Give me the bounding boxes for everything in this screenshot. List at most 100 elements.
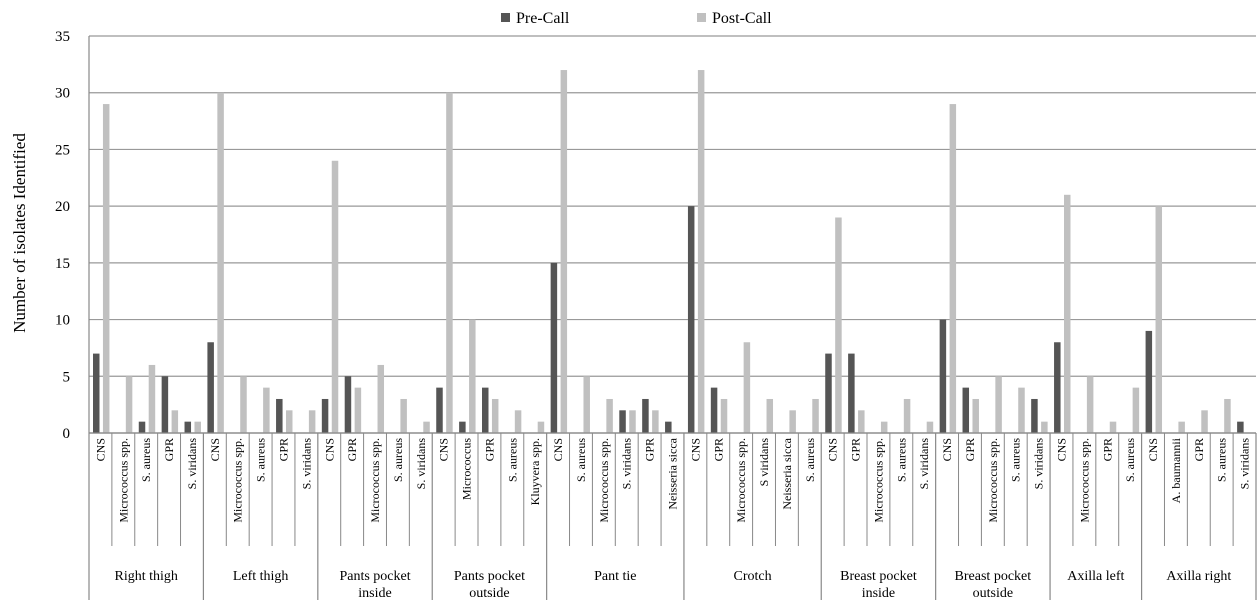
x-tick-label: Micrococcus spp. bbox=[986, 438, 1000, 523]
x-tick-label: S. viridans bbox=[917, 438, 931, 490]
bar-pre-call bbox=[962, 387, 970, 433]
x-tick-label: CNS bbox=[208, 438, 222, 461]
y-tick-label: 0 bbox=[63, 426, 71, 442]
bar-post-call bbox=[560, 70, 568, 434]
bar-pre-call bbox=[619, 410, 626, 433]
x-tick-label: CNS bbox=[93, 438, 107, 461]
group-label: Pants pocket bbox=[339, 569, 410, 584]
axes bbox=[88, 36, 1257, 600]
x-tick-label: S. aureus bbox=[1215, 438, 1229, 482]
x-tick-label: S. viridans bbox=[185, 438, 199, 490]
y-tick-label: 10 bbox=[55, 313, 70, 329]
bar-post-call bbox=[629, 410, 636, 433]
bar-post-call bbox=[903, 398, 911, 433]
bar-pre-call bbox=[687, 206, 695, 433]
bar-post-call bbox=[720, 398, 728, 433]
x-tick-label: Kluyvera spp. bbox=[528, 438, 542, 505]
x-tick-label: GPR bbox=[482, 438, 496, 461]
group-label: Crotch bbox=[734, 569, 772, 584]
bar-post-call bbox=[835, 217, 842, 433]
x-tick-label: CNS bbox=[1146, 438, 1160, 461]
x-tick-label: S. aureus bbox=[803, 438, 817, 482]
x-tick-label: GPR bbox=[643, 438, 657, 461]
group-label: Pants pocket bbox=[454, 569, 525, 584]
bar-pre-call bbox=[161, 376, 169, 433]
x-tick-label: Micrococcus spp. bbox=[1077, 438, 1091, 523]
bar-pre-call bbox=[1031, 398, 1038, 433]
bar-post-call bbox=[514, 410, 522, 433]
x-tick-label: Micrococcus spp. bbox=[871, 438, 885, 523]
bar-post-call bbox=[1109, 421, 1117, 433]
bar-pre-call bbox=[207, 342, 214, 433]
bar-post-call bbox=[743, 342, 751, 433]
legend: Pre-Call Post-Call bbox=[501, 10, 772, 27]
x-tick-label: Micrococcus spp. bbox=[368, 438, 382, 523]
y-tick-label: 35 bbox=[55, 29, 70, 45]
y-axis-ticks: 0 5 10 15 20 25 30 35 bbox=[55, 29, 70, 442]
bar-post-call bbox=[240, 376, 247, 433]
x-tick-label: S. aureus bbox=[1123, 438, 1137, 482]
bar-post-call bbox=[171, 410, 179, 433]
y-axis-label: Number of isolates Identified bbox=[10, 133, 29, 333]
bar-post-call bbox=[697, 70, 705, 434]
x-tick-label: Micrococcus spp. bbox=[116, 438, 130, 523]
group-label: Pant tie bbox=[594, 569, 636, 584]
group-label: outside bbox=[973, 586, 1013, 600]
group-label: outside bbox=[469, 586, 509, 600]
bar-pre-call bbox=[276, 398, 283, 433]
bar-post-call bbox=[766, 398, 774, 433]
bar-post-call bbox=[400, 398, 407, 433]
y-tick-label: 30 bbox=[55, 86, 70, 102]
bar-pre-call bbox=[1145, 330, 1153, 433]
bar-post-call bbox=[583, 376, 590, 433]
legend-label: Post-Call bbox=[712, 10, 772, 27]
group-label: Breast pocket bbox=[955, 569, 1032, 584]
x-tick-label: CNS bbox=[826, 438, 840, 461]
bar-pre-call bbox=[1237, 421, 1244, 433]
bar-pre-call bbox=[344, 376, 352, 433]
bar-post-call bbox=[423, 421, 430, 433]
group-label: Breast pocket bbox=[840, 569, 917, 584]
x-tick-label: GPR bbox=[963, 438, 977, 461]
bar-post-call bbox=[1041, 421, 1048, 433]
bar-post-call bbox=[606, 398, 613, 433]
bar-post-call bbox=[537, 421, 545, 433]
bars bbox=[93, 70, 1244, 434]
bar-post-call bbox=[194, 421, 201, 433]
x-tick-label: S. aureus bbox=[574, 438, 588, 482]
x-tick-label: S. aureus bbox=[505, 438, 519, 482]
bar-post-call bbox=[446, 92, 453, 433]
x-tick-label: CNS bbox=[551, 438, 565, 461]
bar-pre-call bbox=[1054, 342, 1061, 433]
x-tick-label: CNS bbox=[437, 438, 451, 461]
bar-pre-call bbox=[665, 421, 672, 433]
bar-post-call bbox=[1201, 410, 1208, 433]
bar-post-call bbox=[1064, 194, 1071, 433]
bar-pre-call bbox=[321, 398, 329, 433]
bar-post-call bbox=[652, 410, 659, 433]
bar-post-call bbox=[812, 398, 819, 433]
x-tick-label: S. viridans bbox=[1238, 438, 1252, 490]
bar-post-call bbox=[102, 104, 110, 434]
x-tick-label: S. viridans bbox=[414, 438, 428, 490]
x-tick-label: S. viridans bbox=[299, 438, 313, 490]
bar-post-call bbox=[263, 387, 270, 433]
group-label: inside bbox=[862, 586, 895, 600]
x-tick-label: Micrococcus bbox=[460, 438, 474, 500]
bar-pre-call bbox=[642, 398, 649, 433]
bar-pre-call bbox=[138, 421, 146, 433]
bar-post-call bbox=[1086, 376, 1094, 433]
bar-post-call bbox=[354, 387, 362, 433]
bar-post-call bbox=[972, 398, 979, 433]
legend-swatch bbox=[697, 13, 706, 22]
y-tick-label: 25 bbox=[55, 142, 70, 158]
x-tick-label: Micrococcus spp. bbox=[231, 438, 245, 523]
group-label: Axilla right bbox=[1166, 569, 1231, 584]
bar-post-call bbox=[286, 410, 293, 433]
x-tick-label: Neisseria sicca bbox=[666, 437, 680, 509]
bar-post-call bbox=[926, 421, 934, 433]
x-tick-label: CNS bbox=[322, 438, 336, 461]
x-tick-label: GPR bbox=[1192, 438, 1206, 461]
x-tick-label: CNS bbox=[688, 438, 702, 461]
